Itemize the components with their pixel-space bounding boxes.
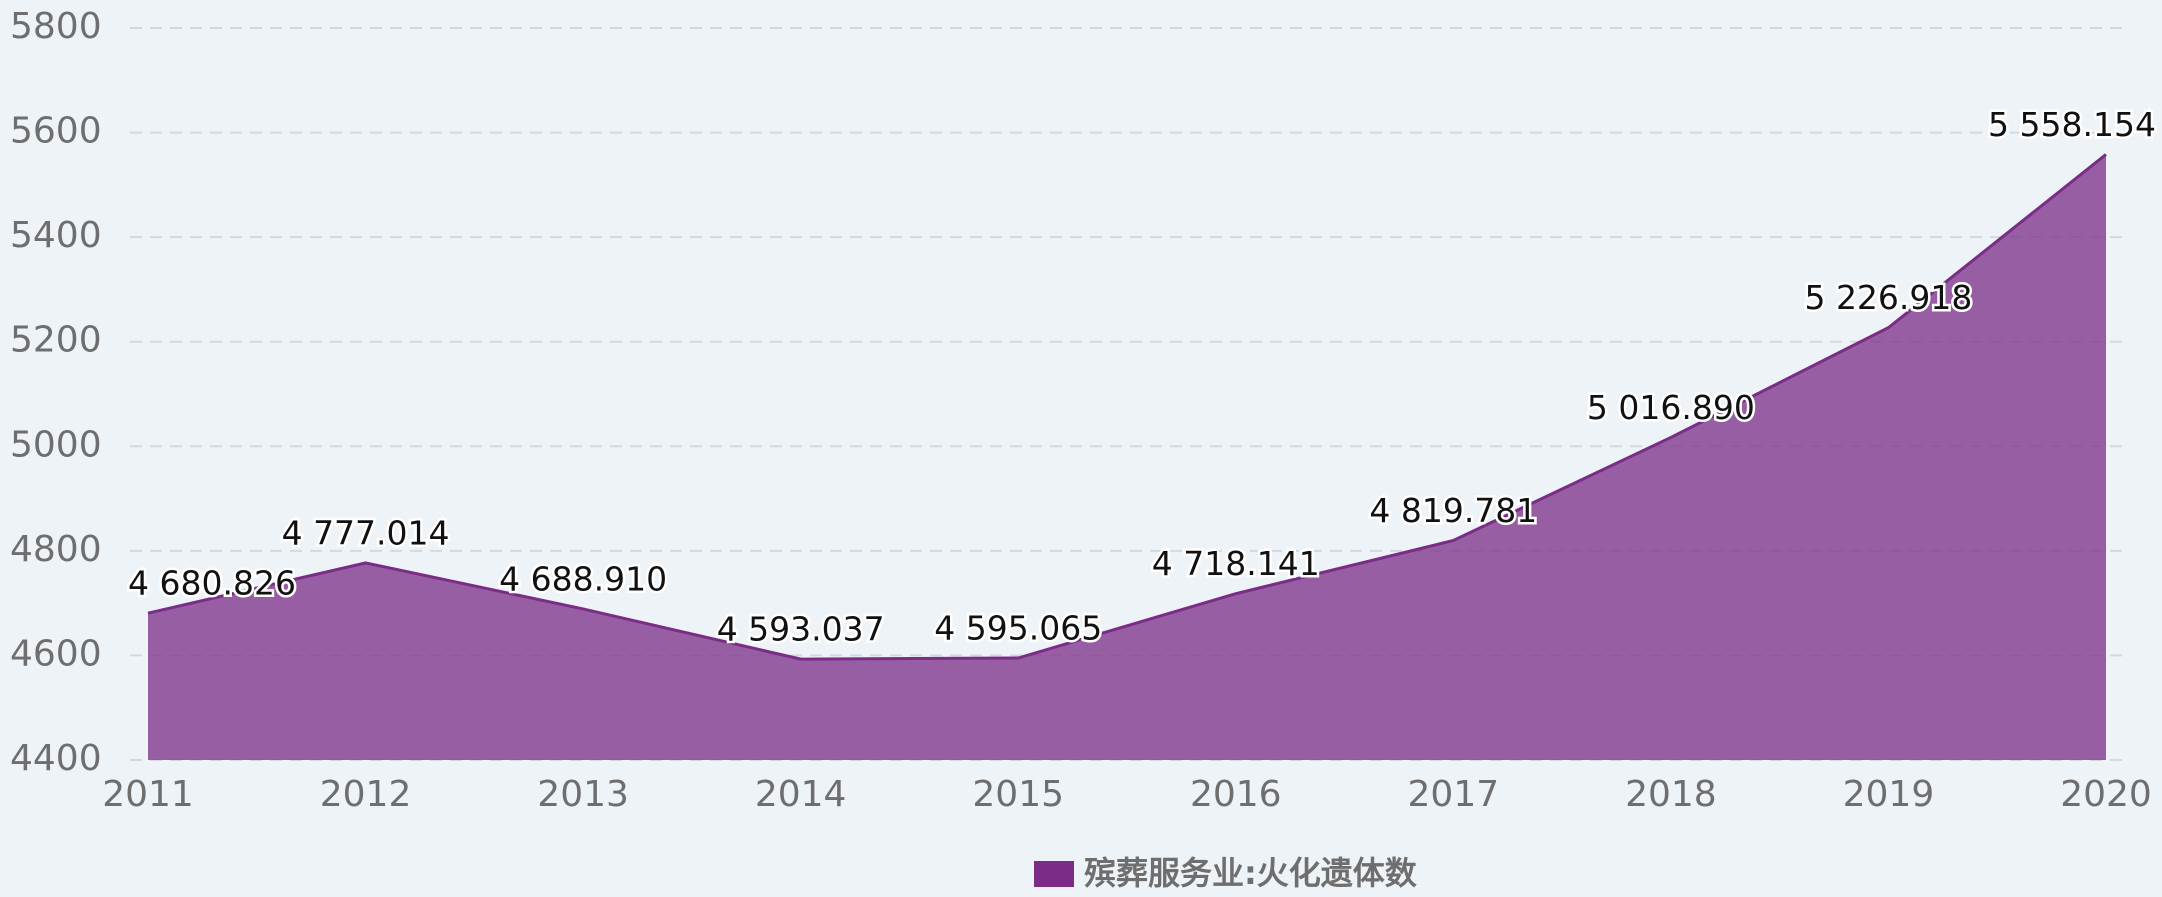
y-tick-label: 4600: [10, 633, 102, 674]
value-label: 4 819.781: [1369, 491, 1537, 530]
area-line: [147, 153, 2107, 661]
value-label: 5 226.918: [1804, 278, 1972, 317]
y-tick-label: 4800: [10, 529, 102, 570]
y-tick-label: 5200: [10, 320, 102, 361]
x-tick-label: 2020: [2060, 774, 2152, 815]
x-tick-label: 2011: [102, 774, 194, 815]
x-tick-label: 2019: [1843, 774, 1935, 815]
value-label: 4 777.014: [282, 513, 450, 552]
legend-label: 殡葬服务业:火化遗体数: [1084, 854, 1418, 892]
y-tick-label: 5800: [10, 6, 102, 47]
x-tick-label: 2012: [320, 774, 412, 815]
value-label: 5 558.154: [1988, 105, 2156, 144]
value-label: 4 718.141: [1152, 544, 1320, 583]
x-tick-label: 2015: [972, 774, 1064, 815]
y-tick-label: 5000: [10, 424, 102, 465]
y-tick-label: 5400: [10, 215, 102, 256]
x-tick-label: 2016: [1190, 774, 1282, 815]
x-tick-label: 2018: [1625, 774, 1717, 815]
value-label: 4 593.037: [717, 610, 885, 649]
value-label: 4 595.065: [934, 609, 1102, 648]
x-tick-label: 2014: [755, 774, 847, 815]
value-label: 5 016.890: [1587, 388, 1755, 427]
value-label: 4 680.826: [128, 564, 296, 603]
area: [148, 154, 2106, 760]
y-tick-label: 4400: [10, 738, 102, 779]
y-tick-label: 5600: [10, 111, 102, 152]
x-tick-label: 2013: [537, 774, 629, 815]
legend-swatch: [1034, 861, 1074, 887]
x-tick-label: 2017: [1408, 774, 1500, 815]
value-label: 4 688.910: [499, 559, 667, 598]
